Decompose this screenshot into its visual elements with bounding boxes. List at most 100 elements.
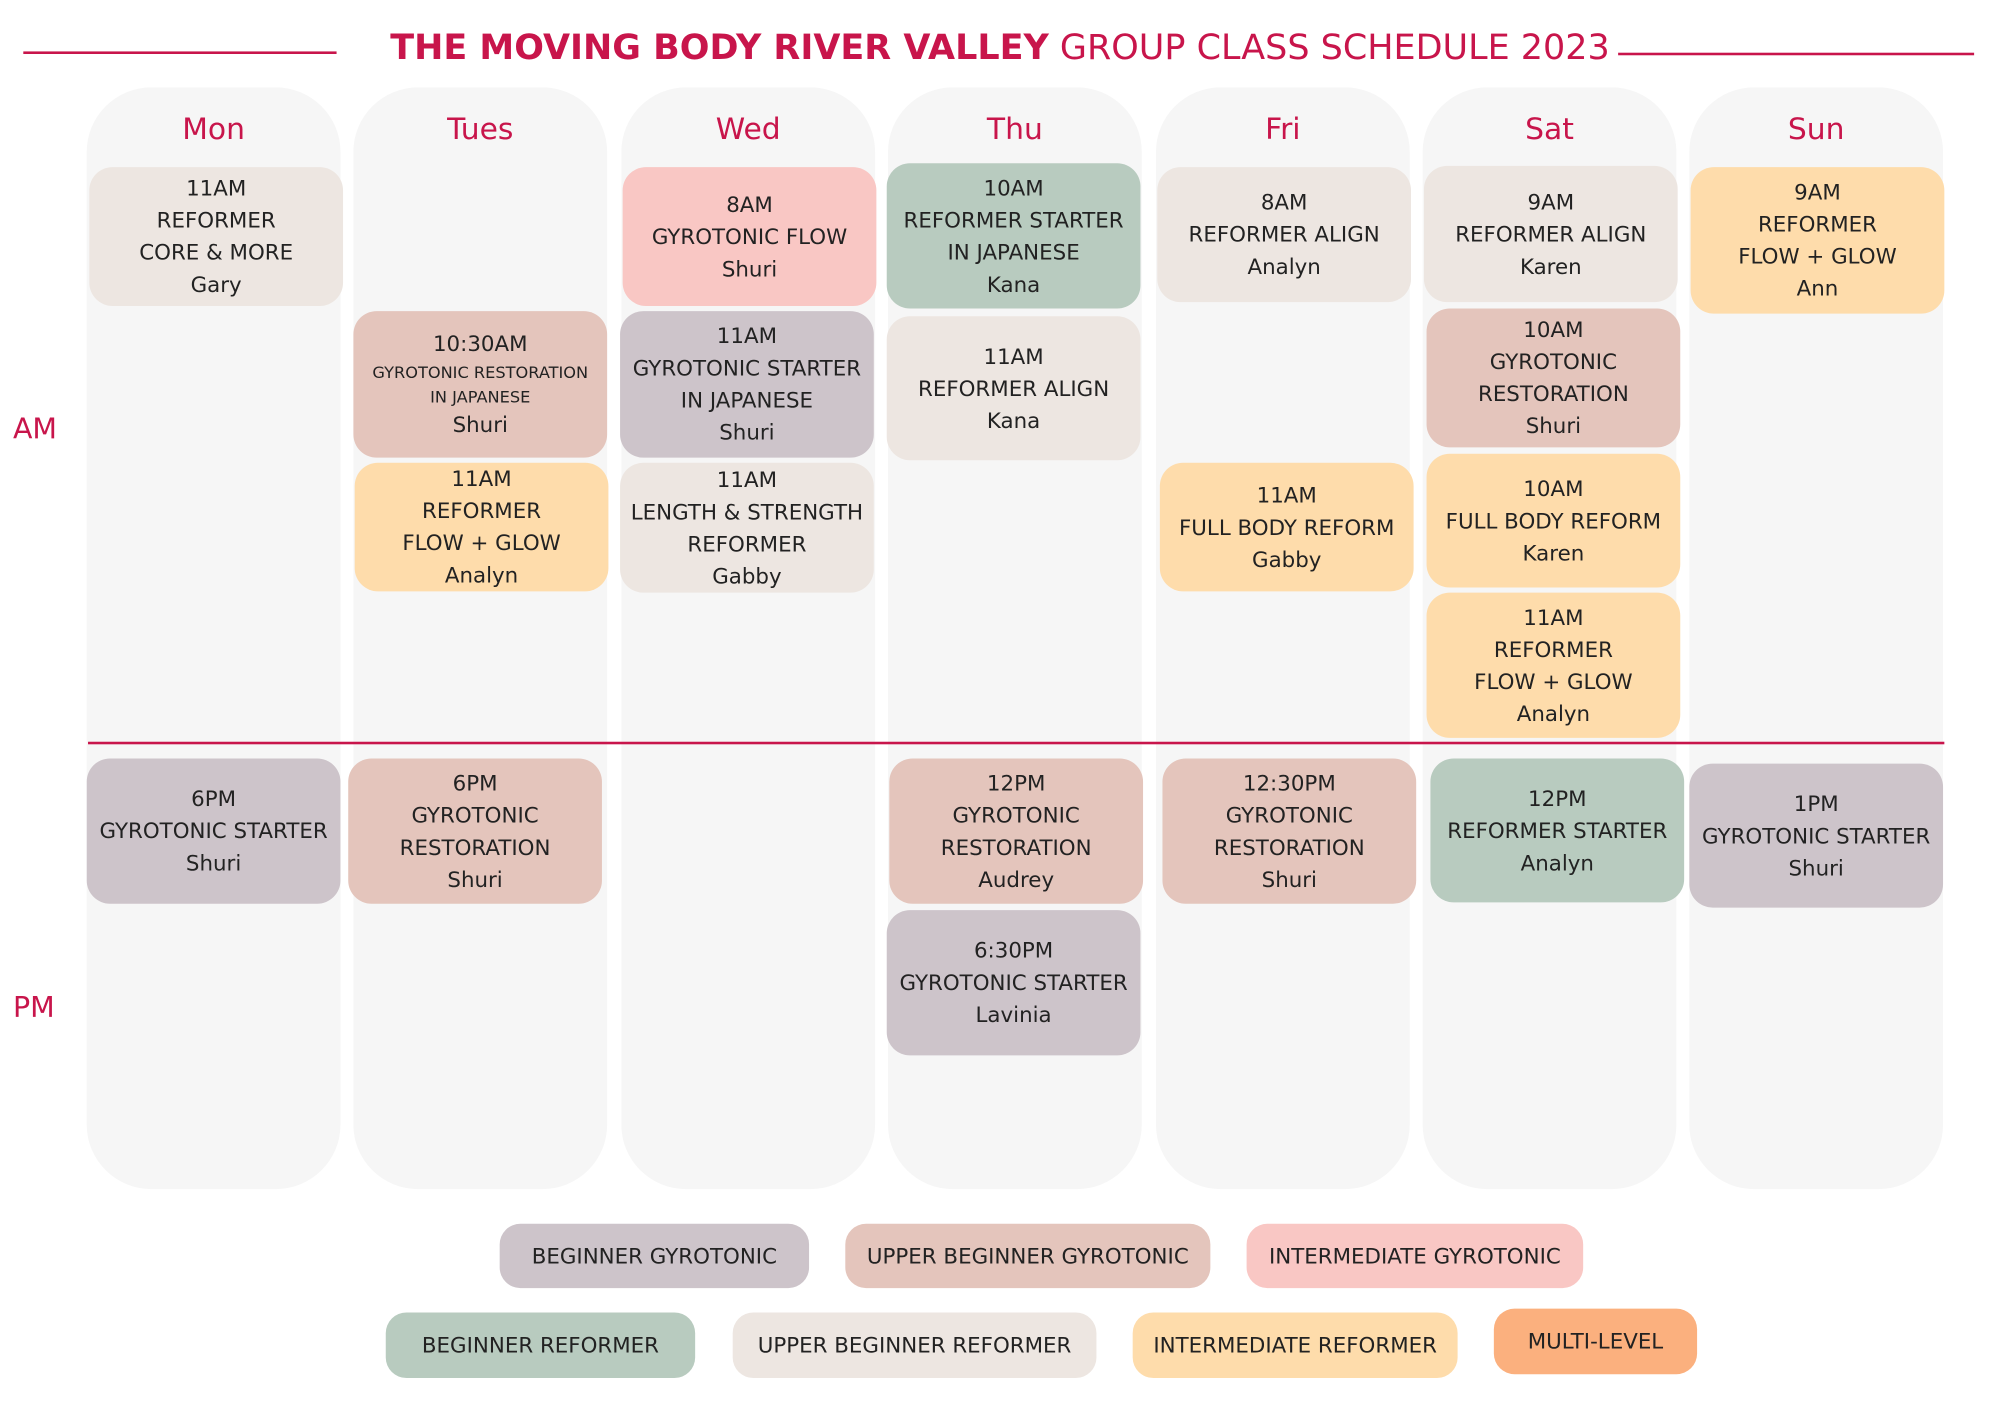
class-name: RESTORATION xyxy=(399,834,551,860)
class-time: 9AM xyxy=(1794,179,1841,205)
class-name: GYROTONIC STARTER xyxy=(99,818,328,844)
class-instructor: Analyn xyxy=(1520,850,1594,875)
class-name: GYROTONIC xyxy=(952,802,1080,828)
class-name: GYROTONIC xyxy=(1489,349,1618,375)
day-name: Sun xyxy=(1787,113,1845,147)
class-instructor: Lavinia xyxy=(975,1002,1052,1028)
legend-item: INTERMEDIATE REFORMER xyxy=(1132,1312,1458,1379)
class-card: 12PM REFORMER STARTER Analyn xyxy=(1430,758,1685,903)
class-name: REFORMER xyxy=(156,208,276,233)
class-name: IN JAPANESE xyxy=(430,386,531,407)
class-card: 11AM REFORMER FLOW + GLOW Analyn xyxy=(354,462,609,592)
day-name: Tues xyxy=(447,113,514,147)
class-name: GYROTONIC FLOW xyxy=(651,224,848,249)
class-time: 6PM xyxy=(191,786,237,812)
class-name: GYROTONIC RESTORATION xyxy=(372,362,589,382)
title-rule xyxy=(1572,52,1975,56)
day-name: Fri xyxy=(1265,113,1301,147)
day-name: Sat xyxy=(1525,113,1574,147)
class-card: 10AM GYROTONIC RESTORATION Shuri xyxy=(1426,308,1681,448)
title-rest: GROUP CLASS SCHEDULE 2023 xyxy=(1059,28,1610,69)
class-time: 11AM xyxy=(186,176,247,201)
class-time: 9AM xyxy=(1527,189,1575,215)
title: THE MOVING BODY RIVER VALLEY GROUP CLASS… xyxy=(0,28,2000,69)
class-time: 10:30AM xyxy=(432,331,528,357)
class-time: 1PM xyxy=(1793,791,1839,816)
class-card: 6PM GYROTONIC STARTER Shuri xyxy=(86,758,341,904)
class-card: 1PM GYROTONIC STARTER Shuri xyxy=(1689,763,1944,908)
class-name: REFORMER xyxy=(687,531,807,556)
class-name: RESTORATION xyxy=(1477,381,1629,407)
class-time: 8AM xyxy=(1260,190,1308,215)
class-name: GYROTONIC STARTER xyxy=(899,970,1128,995)
class-name: FULL BODY REFORM xyxy=(1179,514,1395,540)
title-bold: THE MOVING BODY RIVER VALLEY xyxy=(390,28,1049,69)
class-time: 11AM xyxy=(716,323,778,349)
class-name: FULL BODY REFORM xyxy=(1445,508,1662,533)
class-name: REFORMER STARTER xyxy=(903,207,1124,233)
class-time: 12PM xyxy=(1528,786,1587,811)
class-time: 10AM xyxy=(983,175,1044,200)
class-name: LENGTH & STRENGTH xyxy=(630,499,864,524)
class-name: GYROTONIC STARTER xyxy=(632,356,862,381)
class-time: 11AM xyxy=(1256,482,1317,508)
period-label: PM xyxy=(12,992,55,1025)
class-instructor: Shuri xyxy=(447,867,503,892)
class-instructor: Analyn xyxy=(1247,254,1321,279)
class-name: REFORMER ALIGN xyxy=(918,376,1110,401)
class-time: 12:30PM xyxy=(1242,770,1336,796)
legend-item: INTERMEDIATE GYROTONIC xyxy=(1246,1223,1584,1289)
class-card: 11AM LENGTH & STRENGTH REFORMER Gabby xyxy=(620,462,874,593)
class-name: CORE & MORE xyxy=(139,240,294,265)
class-card: 9AM REFORMER ALIGN Karen xyxy=(1423,165,1678,303)
class-instructor: Kana xyxy=(986,271,1041,297)
class-instructor: Shuri xyxy=(1261,867,1317,892)
class-instructor: Kana xyxy=(986,408,1041,433)
class-name: REFORMER xyxy=(422,498,542,524)
class-card: 11AM GYROTONIC STARTER IN JAPANESE Shuri xyxy=(620,311,874,458)
am-pm-divider xyxy=(88,741,1945,745)
legend-item: MULTI-LEVEL xyxy=(1493,1308,1698,1375)
day-name: Mon xyxy=(182,113,245,147)
class-name: GYROTONIC xyxy=(411,802,539,828)
class-instructor: Gabby xyxy=(712,563,782,589)
class-instructor: Shuri xyxy=(452,412,508,438)
class-time: 11AM xyxy=(451,466,512,492)
class-card: 12:30PM GYROTONIC RESTORATION Shuri xyxy=(1162,758,1417,904)
class-instructor: Analyn xyxy=(444,563,519,588)
class-instructor: Ann xyxy=(1796,276,1839,301)
class-name: REFORMER ALIGN xyxy=(1188,222,1380,247)
class-instructor: Shuri xyxy=(1525,413,1582,439)
class-instructor: Gary xyxy=(190,272,242,297)
class-name: GYROTONIC STARTER xyxy=(1702,823,1931,848)
class-time: 11AM xyxy=(983,343,1044,369)
class-time: 11AM xyxy=(1523,604,1584,630)
class-time: 8AM xyxy=(726,192,773,217)
class-time: 12PM xyxy=(986,770,1046,796)
legend-item: UPPER BEGINNER GYROTONIC xyxy=(845,1223,1211,1289)
class-card: 6PM GYROTONIC RESTORATION Shuri xyxy=(348,758,602,904)
class-card: 10AM REFORMER STARTER IN JAPANESE Kana xyxy=(886,163,1141,309)
class-card: 11AM REFORMER FLOW + GLOW Analyn xyxy=(1426,592,1681,738)
class-instructor: Audrey xyxy=(978,867,1055,892)
class-time: 6PM xyxy=(452,770,498,796)
class-name: GYROTONIC xyxy=(1225,802,1353,828)
legend-item: BEGINNER GYROTONIC xyxy=(499,1223,810,1289)
class-name: REFORMER STARTER xyxy=(1447,818,1668,843)
class-card: 10:30AM GYROTONIC RESTORATION IN JAPANESE S… xyxy=(353,311,608,458)
class-instructor: Karen xyxy=(1522,540,1585,565)
class-name: RESTORATION xyxy=(940,834,1092,860)
day-name: Thu xyxy=(986,113,1043,147)
day-name: Wed xyxy=(715,113,781,147)
class-name: FLOW + GLOW xyxy=(1474,669,1633,694)
class-name: REFORMER ALIGN xyxy=(1455,221,1647,247)
legend-item: BEGINNER REFORMER xyxy=(385,1312,696,1379)
title-rule xyxy=(23,51,337,54)
legend-item: UPPER BEGINNER REFORMER xyxy=(732,1312,1097,1379)
class-time: 10AM xyxy=(1523,317,1584,342)
class-instructor: Gabby xyxy=(1252,546,1322,572)
class-instructor: Shuri xyxy=(721,256,778,281)
class-instructor: Karen xyxy=(1519,253,1582,279)
day-column xyxy=(353,87,608,1190)
